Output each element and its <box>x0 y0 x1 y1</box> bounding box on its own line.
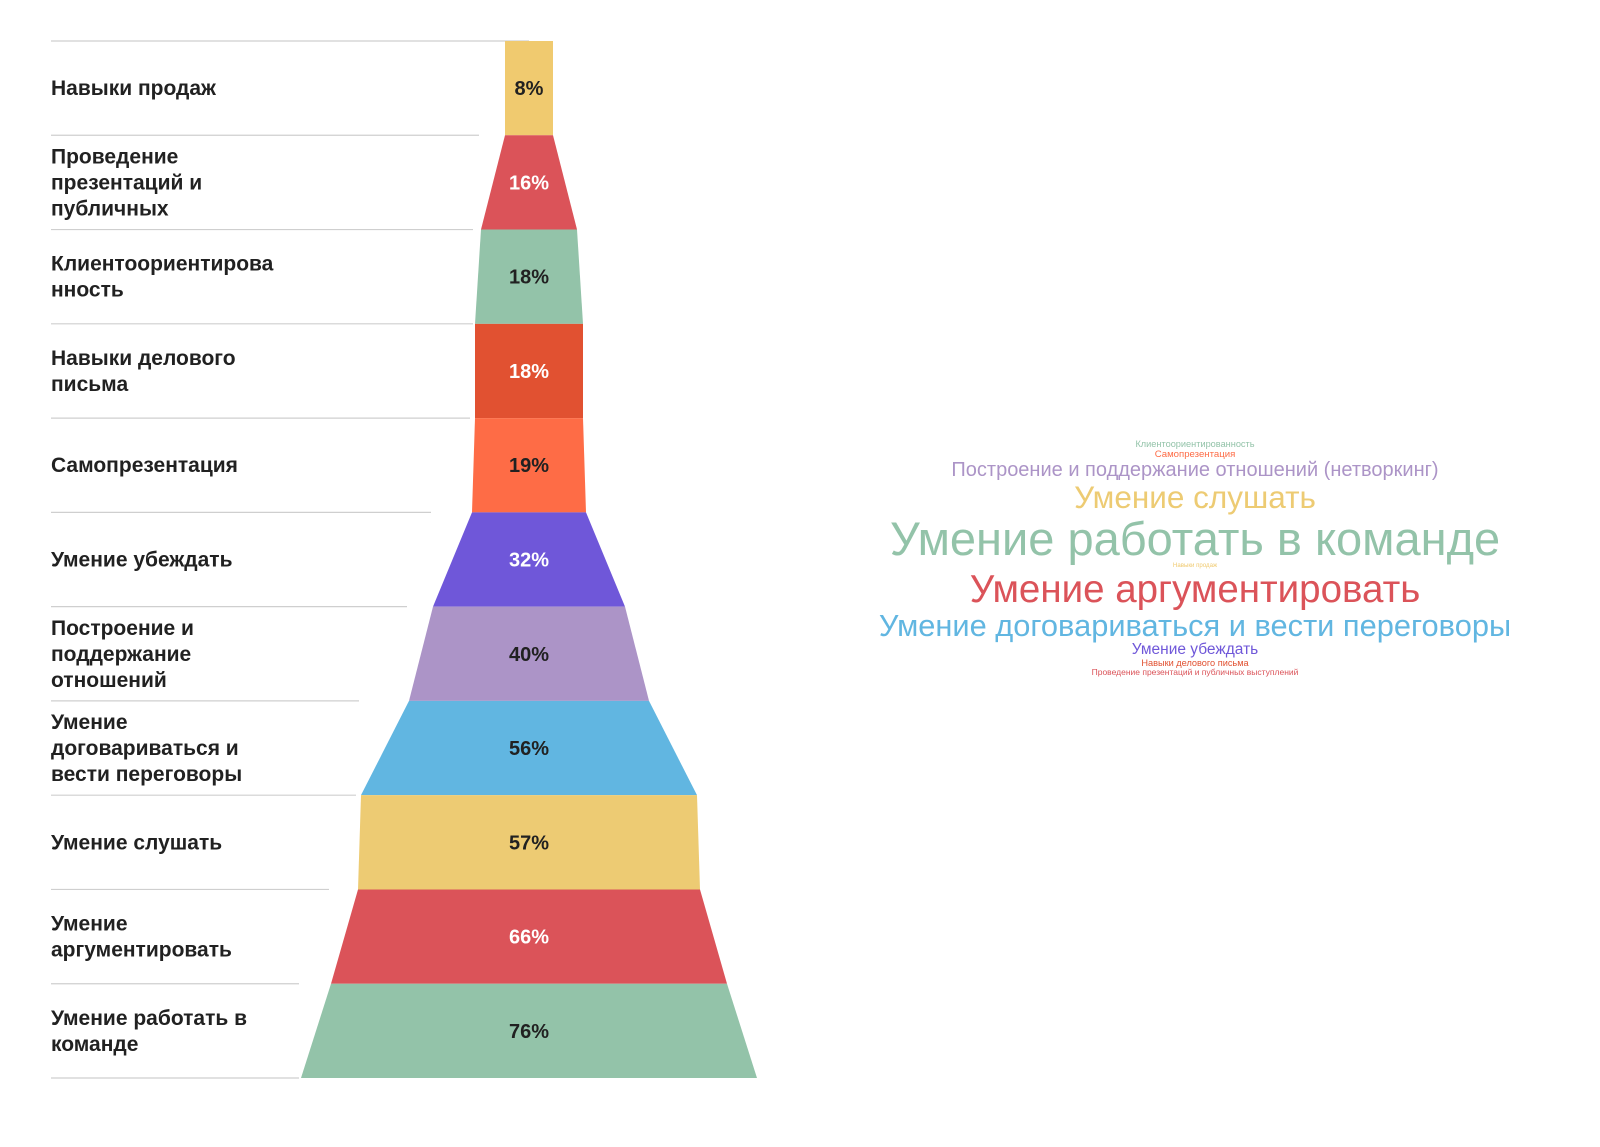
category-label: Умение убеждать <box>51 549 233 572</box>
word-cloud: Клиентоориентированность Самопрезентация П… <box>800 439 1590 678</box>
value-label: 32% <box>509 550 549 572</box>
funnel-segment <box>505 41 553 136</box>
word-cloud-term: Самопрезентация <box>1154 448 1236 460</box>
word-cloud-term: Умение аргументировать <box>969 567 1421 611</box>
value-label: 19% <box>509 455 549 477</box>
value-label: 76% <box>509 1021 549 1043</box>
funnel-segment <box>358 795 700 890</box>
value-label: 16% <box>509 172 549 194</box>
word-cloud-term: Умение договариваться и вести переговоры <box>878 607 1512 643</box>
funnel-segment <box>475 229 583 324</box>
category-label: Клиентоориентирова нность <box>51 253 274 302</box>
funnel-segment <box>301 983 757 1078</box>
word-cloud-term: Проведение презентаций и публичных высту… <box>1091 667 1299 678</box>
value-label: 57% <box>509 832 549 854</box>
word-cloud-term: Построение и поддержание отношений (нетв… <box>951 458 1439 481</box>
value-label: 18% <box>509 267 549 289</box>
category-label: Умение аргументировать <box>51 913 232 962</box>
value-label: 40% <box>509 644 549 666</box>
word-cloud-term: Умение работать в команде <box>889 511 1501 565</box>
category-label: Навыки продаж <box>51 77 217 100</box>
funnel-segment <box>409 606 649 701</box>
category-label: Навыки делового письма <box>51 347 236 396</box>
word-cloud-term: Навыки делового письма <box>1141 657 1249 668</box>
funnel-chart: 8% Навыки продаж 16% Проведение презентаций … <box>51 40 757 1079</box>
category-label: Построение и поддержание отношений <box>51 617 194 692</box>
funnel-segment <box>331 889 727 984</box>
word-cloud-term: Навыки продаж <box>1172 562 1218 570</box>
category-label: Умение договариваться и вести переговоры <box>51 711 242 786</box>
word-cloud-term: Умение убеждать <box>1131 641 1259 659</box>
word-cloud-term: Клиентоориентированность <box>1135 439 1255 449</box>
funnel-segment <box>475 323 583 419</box>
category-label: Умение слушать <box>51 831 222 854</box>
funnel-segment <box>472 418 586 513</box>
value-label: 66% <box>509 927 549 949</box>
value-label: 8% <box>515 78 544 100</box>
funnel-segment <box>361 700 697 796</box>
category-label: Проведение презентаций и публичных <box>51 145 202 220</box>
word-cloud-term: Умение слушать <box>1074 478 1316 515</box>
value-label: 18% <box>509 361 549 383</box>
funnel-segment <box>433 512 625 607</box>
category-label: Самопрезентация <box>51 454 238 477</box>
value-label: 56% <box>509 738 549 760</box>
category-label: Умение работать в команде <box>51 1007 247 1056</box>
funnel-segment <box>481 135 577 230</box>
